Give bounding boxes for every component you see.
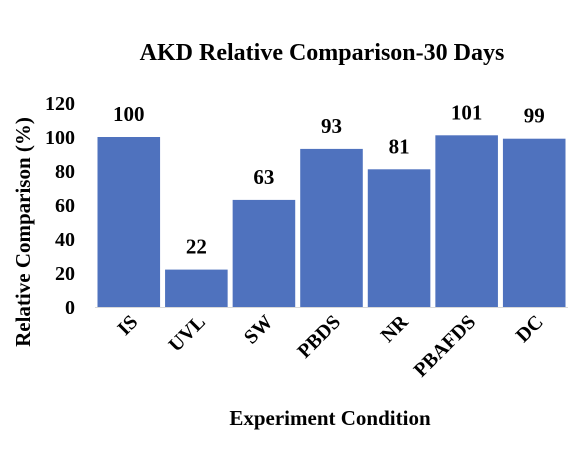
category-label: DC	[512, 311, 548, 347]
category-label: SW	[240, 311, 278, 349]
category-label: NR	[377, 311, 413, 347]
category-label: PBAFDS	[410, 311, 481, 382]
bars	[97, 135, 566, 307]
category-label: IS	[113, 311, 142, 340]
bar	[97, 137, 161, 307]
y-tick-label: 60	[55, 195, 75, 217]
data-labels: 100 22 63 93 81 101 99	[113, 100, 545, 258]
data-label: 81	[389, 134, 410, 158]
data-label: 93	[321, 114, 342, 138]
chart-title: AKD Relative Comparison-30 Days	[140, 40, 505, 66]
data-label: 99	[524, 104, 545, 128]
bar	[435, 135, 498, 307]
y-axis-ticks: 0 20 40 60 80 100 120	[45, 93, 75, 319]
data-label: 63	[253, 165, 274, 189]
bar	[502, 138, 566, 307]
x-axis-title: Experiment Condition	[229, 406, 431, 430]
y-tick-label: 40	[55, 229, 75, 251]
y-tick-label: 80	[55, 161, 75, 183]
data-label: 101	[451, 100, 483, 124]
y-tick-label: 20	[55, 263, 75, 285]
bar	[232, 199, 296, 307]
data-label: 22	[186, 235, 207, 259]
y-axis-title: Relative Comparison (%)	[11, 117, 35, 347]
y-tick-label: 0	[65, 297, 75, 319]
y-tick-label: 100	[45, 127, 75, 149]
bar	[367, 169, 431, 307]
category-label: UVL	[164, 311, 209, 356]
category-label: PBDS	[293, 311, 345, 363]
bar	[165, 269, 228, 307]
y-tick-label: 120	[45, 93, 75, 115]
data-label: 100	[113, 102, 145, 126]
bar	[300, 148, 363, 307]
